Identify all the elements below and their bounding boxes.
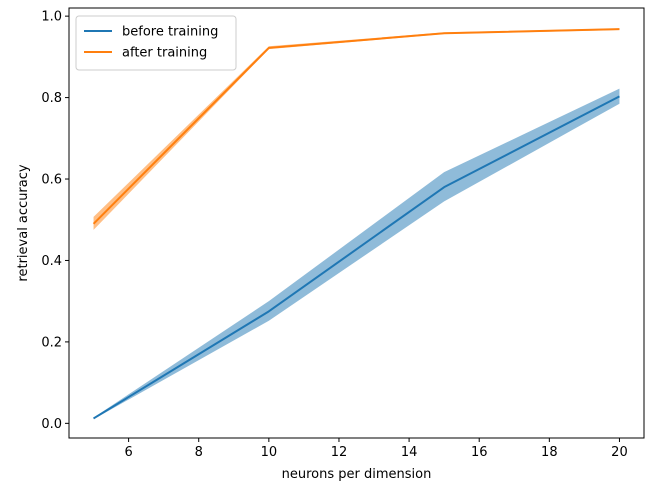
legend-label: before training: [122, 25, 218, 40]
y-tick-label: 0.8: [41, 91, 62, 106]
x-axis-ticks: 6 8 10 12 14 16 18 20: [124, 438, 628, 460]
series-band-0: [93, 88, 620, 420]
x-axis-label: neurons per dimension: [282, 467, 432, 482]
plot-frame: [68, 7, 645, 439]
confidence-bands: [93, 28, 620, 420]
y-tick-label: 0.2: [41, 335, 62, 350]
x-tick-label: 18: [541, 445, 558, 460]
y-tick-label: 1.0: [41, 10, 62, 25]
y-tick-label: 0.0: [41, 417, 62, 432]
series-line-0: [93, 95, 620, 420]
legend: before training after training: [75, 15, 237, 71]
legend-box: [75, 15, 237, 71]
y-axis-label: retrieval accuracy: [16, 164, 31, 281]
series-line-1: [92, 28, 620, 225]
y-tick-label: 0.6: [41, 173, 62, 188]
x-tick-label: 20: [611, 445, 628, 460]
x-tick-label: 14: [401, 445, 418, 460]
y-tick-label: 0.4: [41, 254, 62, 269]
series-lines: [92, 28, 620, 420]
x-tick-label: 6: [124, 445, 132, 460]
x-tick-label: 12: [331, 445, 348, 460]
x-tick-label: 8: [195, 445, 203, 460]
x-tick-label: 16: [471, 445, 488, 460]
x-tick-label: 10: [261, 445, 278, 460]
y-axis-ticks: 0.0 0.2 0.4 0.6 0.8 1.0: [41, 10, 69, 432]
legend-label: after training: [122, 46, 207, 61]
